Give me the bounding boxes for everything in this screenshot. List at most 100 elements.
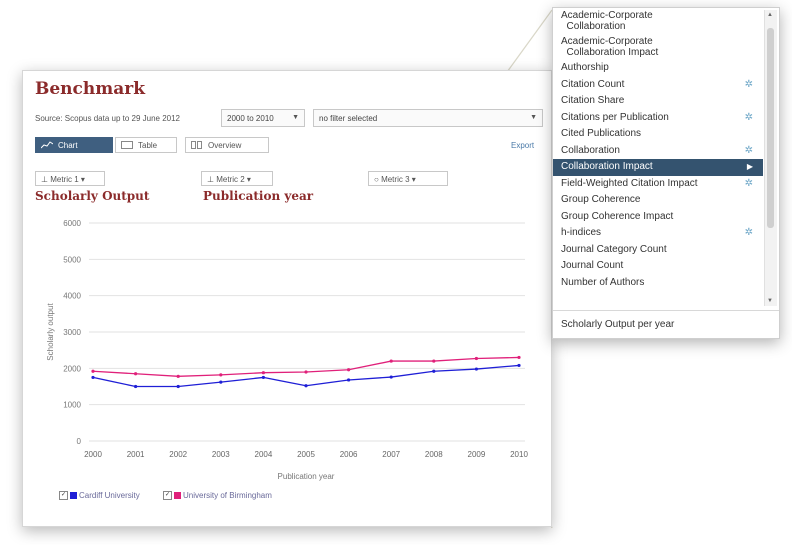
dropdown-item[interactable]: Field-Weighted Citation Impact ✲	[553, 176, 763, 193]
y-axis-icon: ⊥	[41, 175, 51, 184]
tab-chart[interactable]: Chart	[35, 137, 113, 153]
dropdown-item-label: Citation Share	[561, 95, 625, 106]
dropdown-item[interactable]: Number of Authors	[553, 275, 763, 292]
dropdown-item-label: Citation Count	[561, 78, 625, 90]
dropdown-item-label: Cited Publications	[561, 128, 642, 139]
dropdown-item[interactable]: Group Coherence	[553, 192, 763, 209]
legend-label: University of Birmingham	[183, 491, 272, 500]
tab-overview[interactable]: Overview	[185, 137, 269, 153]
dropdown-item[interactable]: h-indices ✲	[553, 225, 763, 242]
data-point	[474, 356, 478, 361]
dropdown-item-label: Citations per Publication	[561, 111, 669, 123]
tab-table[interactable]: Table	[115, 137, 177, 153]
checkbox-icon: ✓	[59, 491, 68, 501]
x-tick-label: 2002	[169, 450, 187, 459]
benchmark-panel: Benchmark Source: Scopus data up to 29 J…	[22, 70, 552, 527]
y-tick-label: 5000	[63, 255, 81, 264]
x-axis-icon: ⊥	[207, 175, 217, 184]
data-point	[347, 378, 351, 382]
data-point	[517, 355, 521, 360]
period-select[interactable]: 2000 to 2010 ▼	[221, 109, 305, 127]
x-tick-label: 2009	[468, 450, 486, 459]
dropdown-item[interactable]: Citations per Publication ✲	[553, 110, 763, 127]
filter-select[interactable]: no filter selected ▼	[313, 109, 543, 127]
dropdown-item-label: Collaboration	[561, 144, 620, 156]
scrollbar-thumb[interactable]	[767, 28, 774, 228]
scroll-up-icon[interactable]: ▲	[767, 12, 773, 18]
x-axis-label: Publication year	[278, 472, 335, 481]
chevron-down-icon: ▼	[292, 114, 299, 121]
data-point	[389, 375, 393, 379]
x-tick-label: 2001	[127, 450, 145, 459]
filter-value: no filter selected	[319, 114, 378, 123]
dropdown-item-label: Collaboration Impact	[561, 161, 653, 172]
dropdown-item[interactable]: Authorship	[553, 60, 763, 77]
source-row: Source: Scopus data up to 29 June 2012 2…	[35, 109, 545, 129]
chevron-down-icon: ▼	[530, 114, 537, 121]
dropdown-item[interactable]: Academic-Corporate Collaboration	[553, 8, 763, 34]
dropdown-item[interactable]: Journal Category Count	[553, 242, 763, 259]
y-axis-label: Scholarly output	[46, 303, 55, 361]
legend-item-cardiff[interactable]: ✓ Cardiff University	[59, 491, 140, 501]
x-metric-title: Publication year	[203, 189, 314, 203]
metric1-label: Metric 1	[50, 175, 79, 184]
dropdown-item-label: Group Coherence	[561, 194, 641, 205]
table-icon	[121, 141, 133, 149]
metric-dropdown: Academic-Corporate Collaboration Academic…	[552, 7, 780, 339]
metric1-button[interactable]: ⊥ Metric 1 ▾	[35, 171, 105, 186]
metric3-button[interactable]: ○ Metric 3 ▾	[368, 171, 448, 186]
dropdown-item-label: Academic-Corporate Collaboration	[561, 10, 653, 32]
data-point	[432, 369, 436, 373]
y-tick-label: 3000	[63, 328, 81, 337]
dropdown-item[interactable]: Citation Share	[553, 93, 763, 110]
data-point	[304, 370, 308, 374]
dropdown-item[interactable]: Collaboration Impact ▶	[553, 159, 763, 176]
dropdown-item-label: Journal Category Count	[561, 243, 667, 255]
x-tick-label: 2000	[84, 450, 102, 459]
data-point	[176, 384, 180, 389]
legend-label: Cardiff University	[79, 491, 140, 500]
metric2-label: Metric 2	[216, 175, 245, 184]
gear-icon[interactable]: ✲	[744, 177, 753, 189]
tab-chart-label: Chart	[58, 141, 78, 150]
scrollbar[interactable]: ▲ ▼	[764, 10, 777, 306]
gear-icon[interactable]: ✲	[744, 78, 753, 90]
x-tick-label: 2004	[255, 450, 273, 459]
y-tick-label: 0	[77, 437, 82, 446]
data-point	[134, 372, 138, 376]
gear-icon[interactable]: ✲	[744, 144, 753, 156]
source-text: Source: Scopus data up to 29 June 2012	[35, 114, 180, 123]
data-point	[389, 359, 393, 363]
page-title: Benchmark	[35, 79, 145, 99]
dropdown-item-label: Journal Count	[561, 260, 624, 271]
dropdown-item[interactable]: Journal Count	[553, 258, 763, 275]
checkbox-icon: ✓	[163, 491, 172, 501]
y-tick-label: 6000	[63, 219, 81, 228]
bubble-icon: ○	[374, 175, 382, 184]
dropdown-item[interactable]: Collaboration ✲	[553, 143, 763, 160]
y-tick-label: 2000	[63, 364, 81, 373]
dropdown-item[interactable]: Academic-Corporate Collaboration Impact	[553, 34, 763, 60]
tab-table-label: Table	[138, 141, 158, 150]
data-point	[517, 363, 521, 368]
export-link[interactable]: Export	[511, 141, 535, 150]
dropdown-item[interactable]: Cited Publications	[553, 126, 763, 143]
gear-icon[interactable]: ✲	[744, 111, 753, 123]
chevron-right-icon: ▶	[746, 162, 753, 171]
metric3-label: Metric 3	[381, 175, 410, 184]
gear-icon[interactable]: ✲	[744, 227, 753, 238]
period-value: 2000 to 2010	[227, 114, 274, 123]
metric2-button[interactable]: ⊥ Metric 2 ▾	[201, 171, 273, 186]
legend-item-birmingham[interactable]: ✓ University of Birmingham	[163, 491, 272, 501]
line-chart: 0 1000 2000 3000 4000 5000 6000 2000 2001 2002 200…	[46, 219, 528, 481]
dropdown-item-label: Academic-Corporate Collaboration Impact	[561, 36, 659, 58]
dropdown-item[interactable]: Group Coherence Impact	[553, 209, 763, 226]
scroll-down-icon[interactable]: ▼	[767, 298, 773, 304]
dropdown-footer[interactable]: Scholarly Output per year	[553, 310, 779, 338]
dropdown-item[interactable]: Citation Count ✲	[553, 77, 763, 94]
dropdown-item-label: h-indices	[561, 227, 602, 238]
data-point	[219, 373, 223, 377]
data-point	[91, 369, 95, 373]
y-tick-label: 1000	[63, 401, 81, 410]
y-metric-title: Scholarly Output	[35, 189, 150, 203]
